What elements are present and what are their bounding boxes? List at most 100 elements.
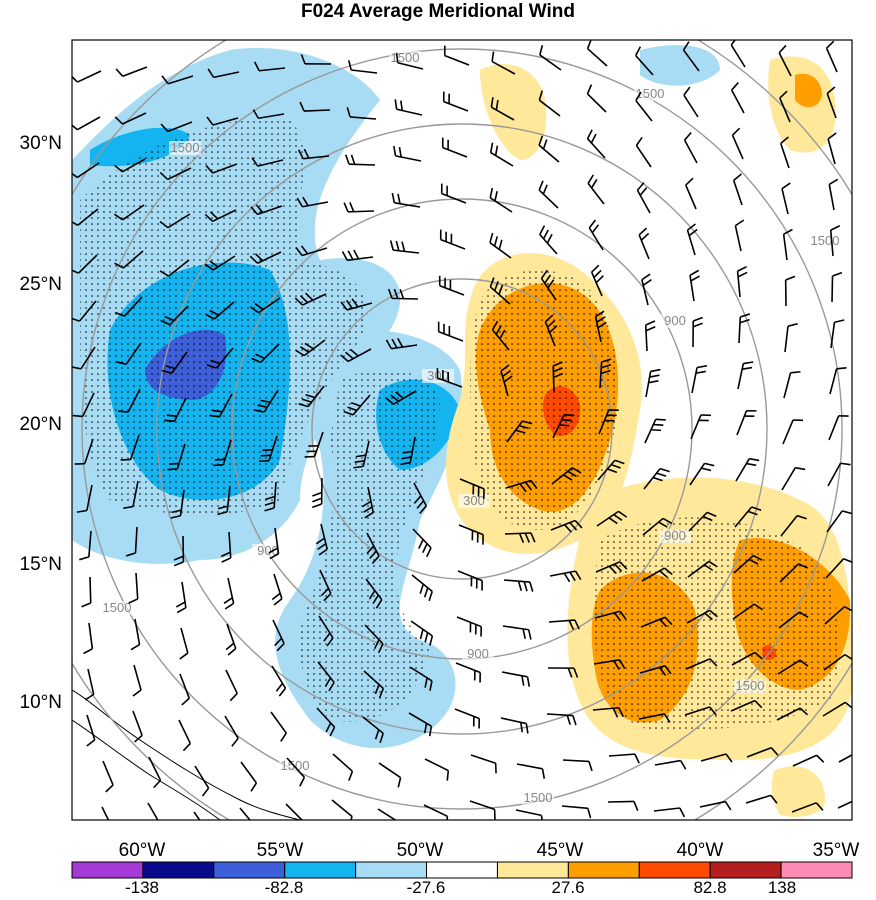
wind-barb-flag xyxy=(254,303,264,311)
colorbar-swatch xyxy=(142,861,215,879)
wind-barb-flag xyxy=(354,459,365,463)
wind-barb xyxy=(515,809,542,817)
ring-label-background xyxy=(659,314,691,328)
wind-barb-flag xyxy=(832,271,843,277)
wind-barb xyxy=(746,746,772,758)
wind-barb-flag xyxy=(799,659,809,667)
wind-barb-flag xyxy=(402,450,413,454)
wind-barb-flag xyxy=(273,598,283,606)
wind-barb-flag xyxy=(425,547,432,558)
wind-barb-flag xyxy=(304,342,314,350)
wind-barb-flag xyxy=(182,742,191,752)
wind-barb xyxy=(687,560,710,578)
wind-barb-flag xyxy=(749,457,760,462)
wind-barb-flag xyxy=(524,481,533,491)
wind-barb xyxy=(270,711,287,734)
wind-barb xyxy=(490,151,514,167)
wind-barb-flag xyxy=(393,288,399,299)
wind-barb-flag xyxy=(725,753,733,763)
wind-barb xyxy=(730,44,746,68)
wind-barb-flag xyxy=(683,132,692,141)
wind-barb xyxy=(689,462,706,486)
wind-barb xyxy=(822,701,846,717)
wind-barb-flag xyxy=(553,372,564,379)
wind-barb-flag xyxy=(72,75,79,83)
wind-barb xyxy=(544,321,556,347)
wind-barb xyxy=(826,93,837,119)
wind-barb-flag xyxy=(299,346,310,353)
lon-label-60w: 60°W xyxy=(119,840,166,861)
wind-barb xyxy=(778,52,792,77)
wind-barb-flag xyxy=(798,563,809,569)
lon-label-40w: 40°W xyxy=(677,840,724,861)
wind-barb-flag xyxy=(518,533,525,543)
colorbar-label-4: 27.6 xyxy=(551,878,584,897)
ring-label: 1500 xyxy=(171,140,200,155)
wind-barb-flag xyxy=(748,558,759,565)
wind-barb xyxy=(827,138,836,165)
wind-barb xyxy=(347,210,375,213)
lon-label-50w: 50°W xyxy=(397,840,444,861)
wind-barb xyxy=(167,213,191,229)
wind-barb-flag xyxy=(649,374,660,378)
wind-barb xyxy=(594,610,621,619)
wind-barb xyxy=(644,418,657,444)
wind-barb-flag xyxy=(619,610,627,620)
wind-barb-flag xyxy=(280,732,287,742)
wind-barb-flag xyxy=(724,801,732,811)
wind-barb xyxy=(502,625,529,631)
colorbar-label-5: 82.8 xyxy=(693,878,726,897)
wind-barb xyxy=(489,286,511,305)
wind-barb xyxy=(215,347,234,369)
wind-barb xyxy=(731,89,745,114)
wind-barb xyxy=(641,567,665,582)
wind-barb-flag xyxy=(176,607,187,614)
wind-barb-flag xyxy=(391,192,396,203)
wind-shading: 3003009009009009001500150015001500150015… xyxy=(72,40,852,841)
wind-barb xyxy=(134,618,141,645)
wind-barb-flag xyxy=(300,245,309,255)
wind-barb-flag xyxy=(298,403,309,408)
wind-barb-flag xyxy=(203,833,209,841)
wind-barb xyxy=(731,134,744,160)
wind-barb-flag xyxy=(688,228,698,237)
wind-barb-flag xyxy=(601,358,612,363)
wind-barb xyxy=(731,651,756,666)
wind-barb-flag xyxy=(635,91,642,102)
wind-barb-flag xyxy=(231,737,239,747)
wind-barb xyxy=(366,532,380,557)
wind-barb-flag xyxy=(650,428,662,432)
wind-barb xyxy=(76,116,101,131)
wind-barb-flag xyxy=(400,100,404,111)
wind-barb-flag xyxy=(742,366,753,370)
wind-barb-flag xyxy=(607,468,618,474)
wind-barb-flag xyxy=(618,510,628,518)
wind-barb xyxy=(699,800,726,808)
wind-barb xyxy=(590,271,603,297)
wind-barb xyxy=(454,708,480,720)
wind-barb xyxy=(829,368,838,395)
wind-barb xyxy=(594,316,602,343)
wind-barb-flag xyxy=(81,602,92,608)
wind-barb xyxy=(638,713,665,720)
wind-barb-flag xyxy=(255,204,264,214)
wind-barb-flag xyxy=(72,172,78,179)
wind-barb xyxy=(682,49,700,72)
wind-barb-flag xyxy=(350,401,361,407)
wind-barb-flag xyxy=(278,687,287,697)
wind-barb xyxy=(825,558,845,579)
wind-barb xyxy=(424,758,449,772)
wind-barb-flag xyxy=(652,476,663,482)
wind-barb-flag xyxy=(173,561,184,567)
wind-barb-flag xyxy=(733,173,742,181)
wind-barb-flag xyxy=(79,556,90,561)
ring-label-background xyxy=(462,647,494,661)
wind-barb-flag xyxy=(206,364,217,369)
ring-label: 1500 xyxy=(281,758,310,773)
wind-barb-flag xyxy=(72,317,80,322)
wind-barb-flag xyxy=(251,357,261,364)
wind-barb xyxy=(643,468,661,490)
wind-barb xyxy=(691,367,698,394)
wind-barbs xyxy=(72,40,852,841)
wind-barb xyxy=(76,162,100,179)
